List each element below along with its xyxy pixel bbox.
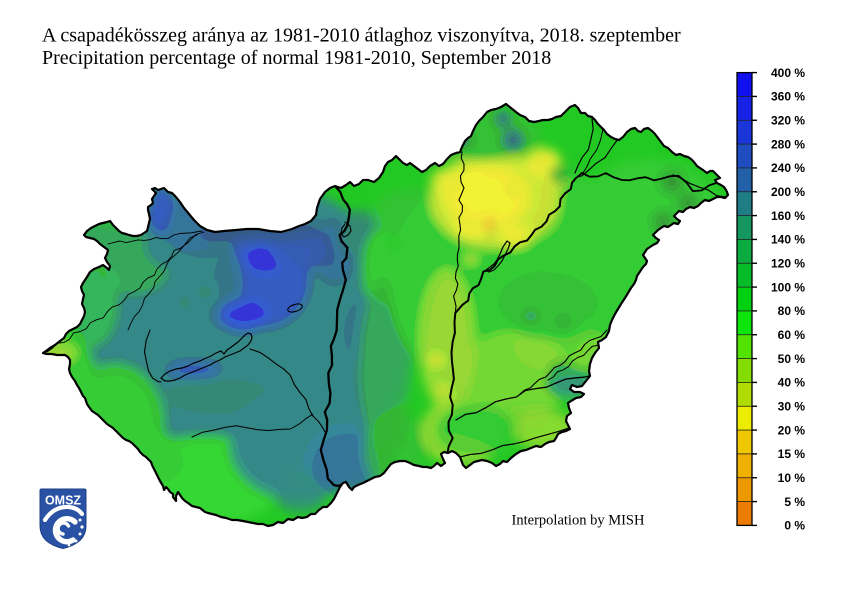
svg-text:120 %: 120 % [771,256,805,270]
svg-text:20 %: 20 % [778,423,806,437]
svg-text:30 %: 30 % [778,399,806,413]
svg-text:5 %: 5 % [784,495,805,509]
svg-text:50 %: 50 % [778,352,806,366]
svg-text:A csapadékösszeg aránya az 198: A csapadékösszeg aránya az 1981-2010 átl… [42,25,681,47]
svg-text:280 %: 280 % [771,137,805,151]
svg-text:240 %: 240 % [771,161,805,175]
svg-text:200 %: 200 % [771,185,805,199]
svg-text:10 %: 10 % [778,471,806,485]
svg-text:40 %: 40 % [778,376,806,390]
svg-text:80 %: 80 % [778,304,806,318]
svg-text:320 %: 320 % [771,113,805,127]
svg-text:400 %: 400 % [771,66,805,80]
svg-text:0 %: 0 % [784,519,805,533]
svg-text:Interpolation by MISH: Interpolation by MISH [512,513,645,529]
svg-text:Precipitation percentage of no: Precipitation percentage of normal 1981-… [42,47,551,69]
svg-text:140 %: 140 % [771,233,805,247]
svg-text:60 %: 60 % [778,328,806,342]
svg-text:100 %: 100 % [771,280,805,294]
svg-text:OMSZ: OMSZ [45,494,81,508]
svg-text:160 %: 160 % [771,209,805,223]
svg-text:15 %: 15 % [778,447,806,461]
svg-text:360 %: 360 % [771,90,805,104]
